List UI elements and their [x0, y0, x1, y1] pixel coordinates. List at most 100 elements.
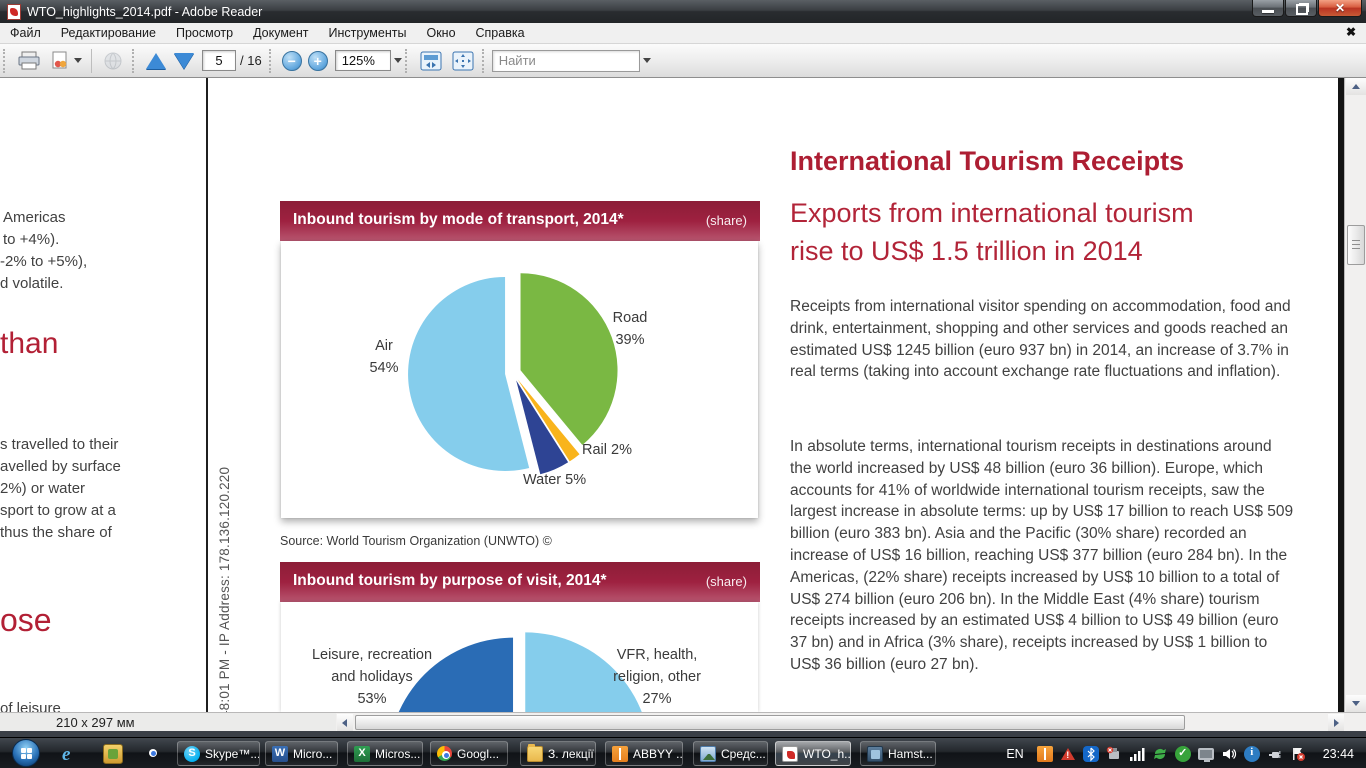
pie-label-air: Air 54%: [369, 338, 399, 376]
page-size-indicator: 210 x 297 мм: [0, 713, 336, 732]
transport-pie-svg: [408, 273, 618, 475]
page4-text-fragment: thus the share of: [0, 524, 112, 541]
page4-text-fragment: s travelled to their: [0, 436, 119, 453]
ip-watermark-text: :48:01 PM - IP Address: 178.136.120.220: [217, 466, 232, 712]
start-button[interactable]: [12, 739, 40, 767]
close-button[interactable]: [1318, 0, 1362, 17]
fit-width-button[interactable]: [415, 48, 447, 74]
volume-icon[interactable]: [1221, 746, 1237, 762]
internet-explorer-icon[interactable]: [62, 744, 82, 764]
collaborate-button[interactable]: [45, 49, 86, 73]
taskbar-button-abbyy[interactable]: ABBYY ...: [605, 741, 683, 766]
chevron-down-icon[interactable]: [393, 58, 402, 63]
page4-text-fragment: avelled by surface: [0, 458, 121, 475]
taskbar-button-skype[interactable]: Skype™...: [177, 741, 260, 766]
taskbar-button-word[interactable]: Micro...: [265, 741, 338, 766]
info-tray-icon[interactable]: [1243, 745, 1260, 762]
taskbar-clock[interactable]: 23:44: [1322, 746, 1354, 761]
page4-text-fragment: d volatile.: [0, 275, 64, 292]
scroll-right-button[interactable]: [1328, 714, 1344, 731]
taskbar-button-wto-pdf[interactable]: WTO_h...: [775, 741, 851, 766]
zoom-in-button[interactable]: +: [307, 50, 328, 71]
image-viewer-icon: [700, 745, 716, 762]
fit-page-button[interactable]: [447, 48, 479, 74]
action-center-flag-icon[interactable]: [1290, 746, 1306, 762]
globe-icon: [104, 52, 122, 69]
page4-text-fragment: of leisure: [0, 700, 61, 712]
taskbar-button-google[interactable]: Googl...: [430, 741, 508, 766]
page-boundary-line: [206, 78, 208, 712]
window-controls: [1251, 0, 1362, 17]
excel-icon: [354, 745, 370, 762]
quick-launch-app-icon[interactable]: [103, 744, 123, 764]
language-indicator[interactable]: EN: [1006, 746, 1024, 761]
menu-help[interactable]: Справка: [475, 25, 525, 40]
horizontal-scroll-thumb[interactable]: [355, 715, 1185, 730]
vertical-scroll-thumb[interactable]: [1347, 225, 1365, 265]
vertical-scrollbar[interactable]: [1344, 78, 1366, 712]
chart1-source: Source: World Tourism Organization (UNWT…: [280, 534, 552, 548]
menu-file[interactable]: Файл: [10, 25, 41, 40]
menu-view[interactable]: Просмотр: [175, 25, 234, 40]
page-number-input[interactable]: 5: [202, 50, 236, 71]
scroll-up-button[interactable]: [1346, 78, 1366, 95]
chart2-share-label: (share): [705, 574, 747, 589]
taskbar-button-hamster[interactable]: Hamst...: [860, 741, 936, 766]
zoom-level-select[interactable]: 125%: [334, 50, 391, 71]
arrow-down-icon: [174, 52, 194, 69]
purpose-pie-chart: Leisure, recreation and holidays 53% VFR…: [281, 602, 758, 712]
zoom-out-button[interactable]: −: [281, 50, 302, 71]
title-bar: WTO_highlights_2014.pdf - Adobe Reader: [0, 0, 1366, 23]
pie-label-vfr: VFR, health, religion, other 27%: [613, 647, 701, 707]
menu-tools[interactable]: Инструменты: [328, 25, 407, 40]
bluetooth-icon[interactable]: [1082, 745, 1099, 762]
transport-pie-chart: Air 54% Road 39% Rail 2% Water 5%: [281, 241, 758, 518]
taskbar-button-image-viewer[interactable]: Средс...: [693, 741, 768, 766]
taskbar: Skype™... Micro... Micros... Googl... З.…: [0, 737, 1366, 768]
menu-close-icon[interactable]: [1346, 25, 1356, 39]
windows-logo-icon: [21, 748, 26, 753]
chart2-title: Inbound tourism by purpose of visit, 201…: [293, 572, 607, 589]
scrollbar-corner: [1344, 713, 1366, 732]
menu-window[interactable]: Окно: [426, 25, 456, 40]
toolbar-grip: [3, 48, 10, 73]
arrow-down-icon: [1352, 701, 1360, 706]
printer-icon: [18, 51, 40, 69]
article-heading: International Tourism Receipts: [790, 146, 1185, 176]
document-pane: Americas to +4%). -2% to +5%), d volatil…: [0, 78, 1366, 712]
print-button[interactable]: [13, 49, 45, 73]
network-monitor-icon[interactable]: [1197, 748, 1214, 762]
hamster-icon: [867, 745, 883, 762]
menu-document[interactable]: Документ: [253, 25, 309, 40]
chrome-icon[interactable]: [144, 744, 164, 764]
fit-page-icon: [452, 51, 474, 70]
power-plug-icon[interactable]: [1267, 746, 1283, 762]
next-page-button[interactable]: [170, 51, 198, 71]
search-input[interactable]: [491, 49, 640, 72]
sync-icon[interactable]: [1152, 746, 1168, 762]
scroll-down-button[interactable]: [1346, 695, 1366, 712]
scroll-left-button[interactable]: [337, 714, 353, 731]
toolbar-grip: [404, 48, 412, 73]
toolbar-grip: [132, 48, 139, 73]
purpose-pie-svg: [398, 632, 642, 712]
previous-page-button[interactable]: [142, 51, 170, 71]
signal-strength-icon[interactable]: [1129, 746, 1145, 762]
usb-eject-icon[interactable]: [1106, 746, 1122, 762]
word-icon: [272, 745, 288, 762]
article-subheading-line2: rise to US$ 1.5 trillion in 2014: [790, 236, 1143, 266]
minimize-button[interactable]: [1252, 0, 1284, 17]
taskbar-button-lectures-folder[interactable]: З. лекції: [520, 741, 596, 766]
search-dropdown-icon[interactable]: [642, 58, 651, 63]
taskbar-button-excel[interactable]: Micros...: [347, 741, 423, 766]
menu-edit[interactable]: Редактирование: [60, 25, 156, 40]
restore-button[interactable]: [1285, 0, 1317, 17]
arrow-up-icon: [146, 52, 166, 69]
lingvo-tray-icon[interactable]: [1036, 745, 1053, 762]
warning-tray-icon[interactable]: [1060, 746, 1076, 762]
menu-bar: Файл Редактирование Просмотр Документ Ин…: [0, 23, 1366, 44]
pdf-file-icon: [782, 745, 798, 762]
antivirus-ok-icon[interactable]: [1174, 745, 1191, 762]
toolbar: 5 / 16 − + 125%: [0, 44, 1366, 78]
